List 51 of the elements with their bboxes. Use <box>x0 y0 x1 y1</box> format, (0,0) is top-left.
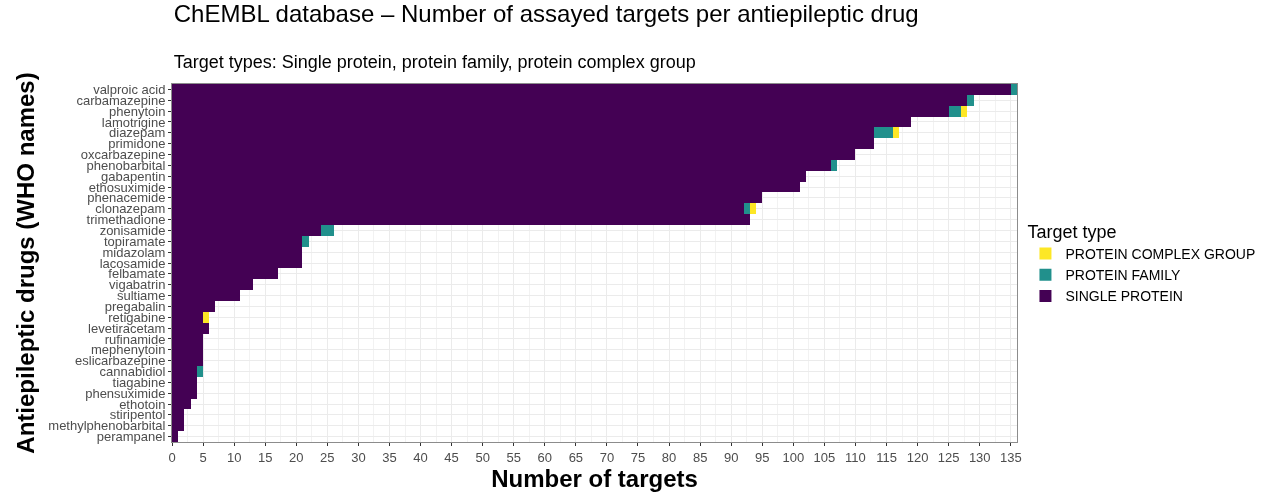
y-tick-label: perampanel <box>96 429 166 445</box>
x-tick-label: 135 <box>999 449 1022 465</box>
chart-title: ChEMBL database – Number of assayed targets per antiepileptic drug <box>173 0 919 27</box>
x-tick-label: 105 <box>813 449 836 465</box>
y-axis-title: Antiepileptic drugs (WHO names) <box>12 72 40 454</box>
x-tick-label: 100 <box>782 449 805 465</box>
x-tick-label: 65 <box>568 449 584 465</box>
chart-subtitle: Target types: Single protein, protein family, protein complex group <box>173 52 696 73</box>
x-tick-label: 75 <box>630 449 646 465</box>
bar <box>203 312 209 323</box>
y-tick-label: zonisamide <box>99 223 166 238</box>
x-tick-label: 45 <box>444 449 459 465</box>
x-tick-label: 50 <box>475 449 490 465</box>
x-tick-label: 110 <box>845 449 866 465</box>
x-tick-label: 120 <box>906 449 929 465</box>
bar <box>1011 84 1017 95</box>
bar <box>750 203 756 214</box>
bar <box>744 203 750 214</box>
x-tick-label: 0 <box>168 449 176 465</box>
legend-label: PROTEIN FAMILY <box>1065 267 1181 284</box>
x-tick-label: 25 <box>320 449 335 465</box>
bar <box>302 236 309 247</box>
x-tick-label: 95 <box>755 449 770 465</box>
legend-label: SINGLE PROTEIN <box>1065 288 1183 305</box>
legend-title: Target type <box>1027 221 1117 242</box>
x-tick-label: 130 <box>968 449 991 465</box>
x-tick-label: 35 <box>382 449 397 465</box>
bar <box>893 127 899 138</box>
x-tick-label: 55 <box>506 449 521 465</box>
x-tick-label: 115 <box>876 449 897 465</box>
x-tick-label: 5 <box>199 449 207 465</box>
x-axis-title: Number of targets <box>491 464 698 492</box>
x-tick-label: 15 <box>257 449 273 465</box>
x-tick-label: 10 <box>226 449 242 465</box>
x-tick-label: 125 <box>937 449 960 465</box>
x-tick-label: 20 <box>289 449 304 465</box>
bar <box>831 160 837 171</box>
x-tick-label: 85 <box>692 449 708 465</box>
x-tick-label: 40 <box>413 449 428 465</box>
x-tick-label: 60 <box>537 449 553 465</box>
bar <box>967 95 974 106</box>
x-tick-label: 90 <box>723 449 739 465</box>
legend-label: PROTEIN COMPLEX GROUP <box>1065 245 1256 262</box>
bar <box>949 106 961 117</box>
bar <box>197 366 203 377</box>
bar <box>321 225 334 236</box>
bar <box>961 106 967 117</box>
x-tick-label: 30 <box>351 449 366 465</box>
bar <box>874 127 893 138</box>
x-tick-label: 70 <box>599 449 615 465</box>
x-tick-label: 80 <box>661 449 677 465</box>
